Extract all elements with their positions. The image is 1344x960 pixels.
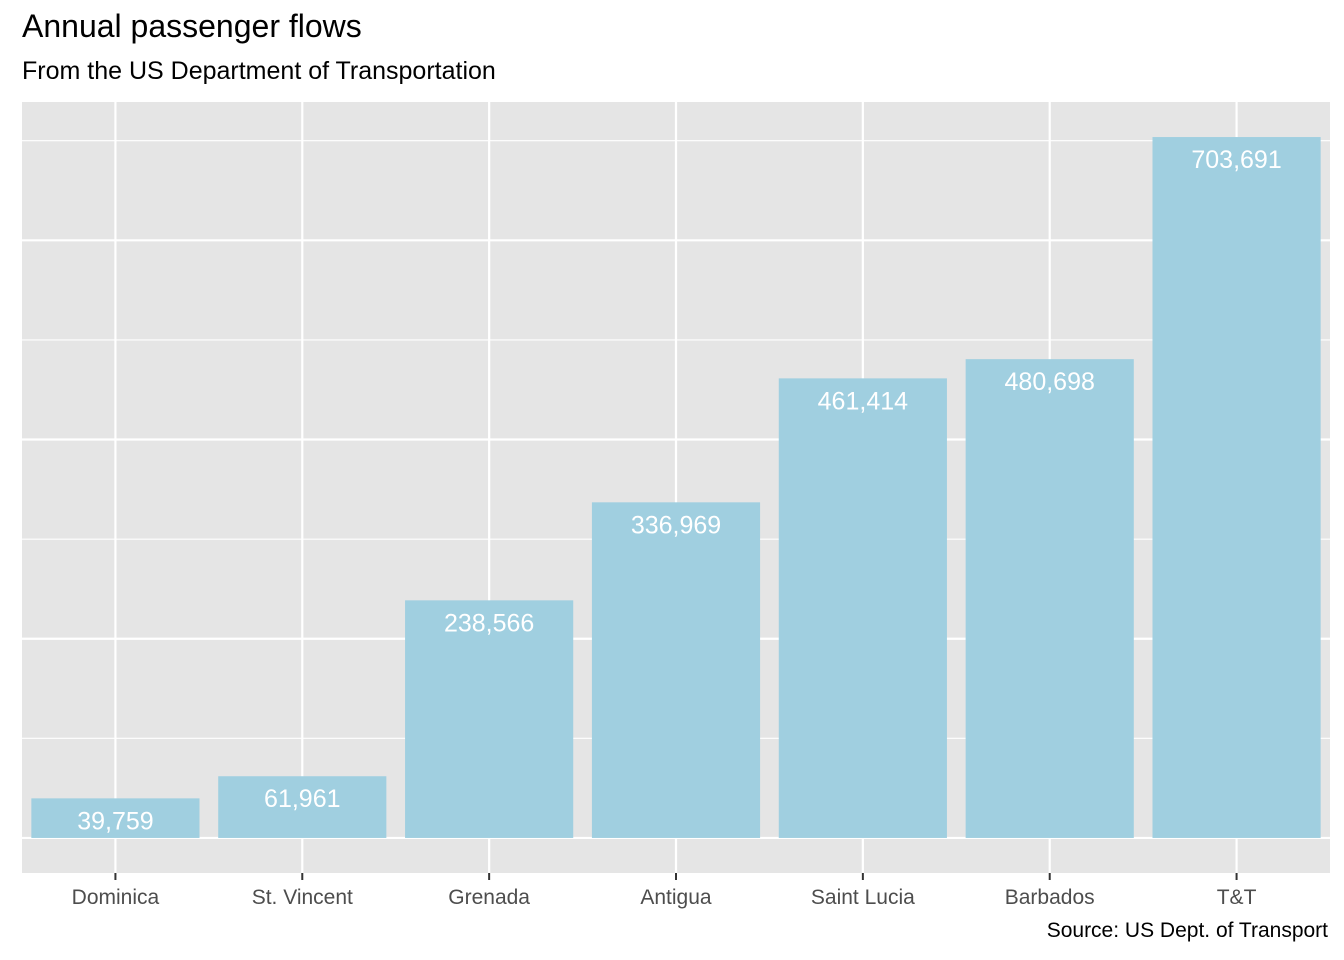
bar [965, 359, 1134, 838]
bar [778, 378, 947, 838]
x-tick-label: Grenada [448, 886, 530, 909]
chart-subtitle: From the US Department of Transportation [22, 57, 496, 85]
data-label: 336,969 [631, 511, 721, 539]
x-tick-label: Antigua [640, 886, 712, 909]
bar [218, 776, 387, 838]
x-tick-label: Saint Lucia [811, 886, 915, 909]
bar [591, 502, 761, 838]
data-label: 703,691 [1191, 146, 1281, 174]
x-tick-label: St. Vincent [252, 886, 353, 909]
x-axis: Dominica St. Vincent Grenada Antigua Saint L… [72, 873, 1257, 909]
chart-caption: Source: US Dept. of Transport [1046, 919, 1328, 942]
x-tick-label: Barbados [1005, 886, 1095, 909]
bars [31, 137, 1321, 838]
x-tick-label: T&T [1217, 886, 1257, 909]
chart-title: Annual passenger flows [22, 8, 362, 44]
bar [1152, 137, 1321, 838]
data-label: 238,566 [444, 609, 534, 637]
data-label: 480,698 [1005, 368, 1095, 396]
data-label: 461,414 [818, 387, 908, 415]
data-label: 39,759 [77, 807, 153, 835]
data-labels: 39,759 61,961 238,566 336,969 461,414 480,698… [77, 146, 1282, 835]
data-label: 61,961 [264, 785, 340, 813]
x-tick-label: Dominica [72, 886, 160, 909]
bar [31, 798, 200, 838]
bar [405, 600, 574, 838]
